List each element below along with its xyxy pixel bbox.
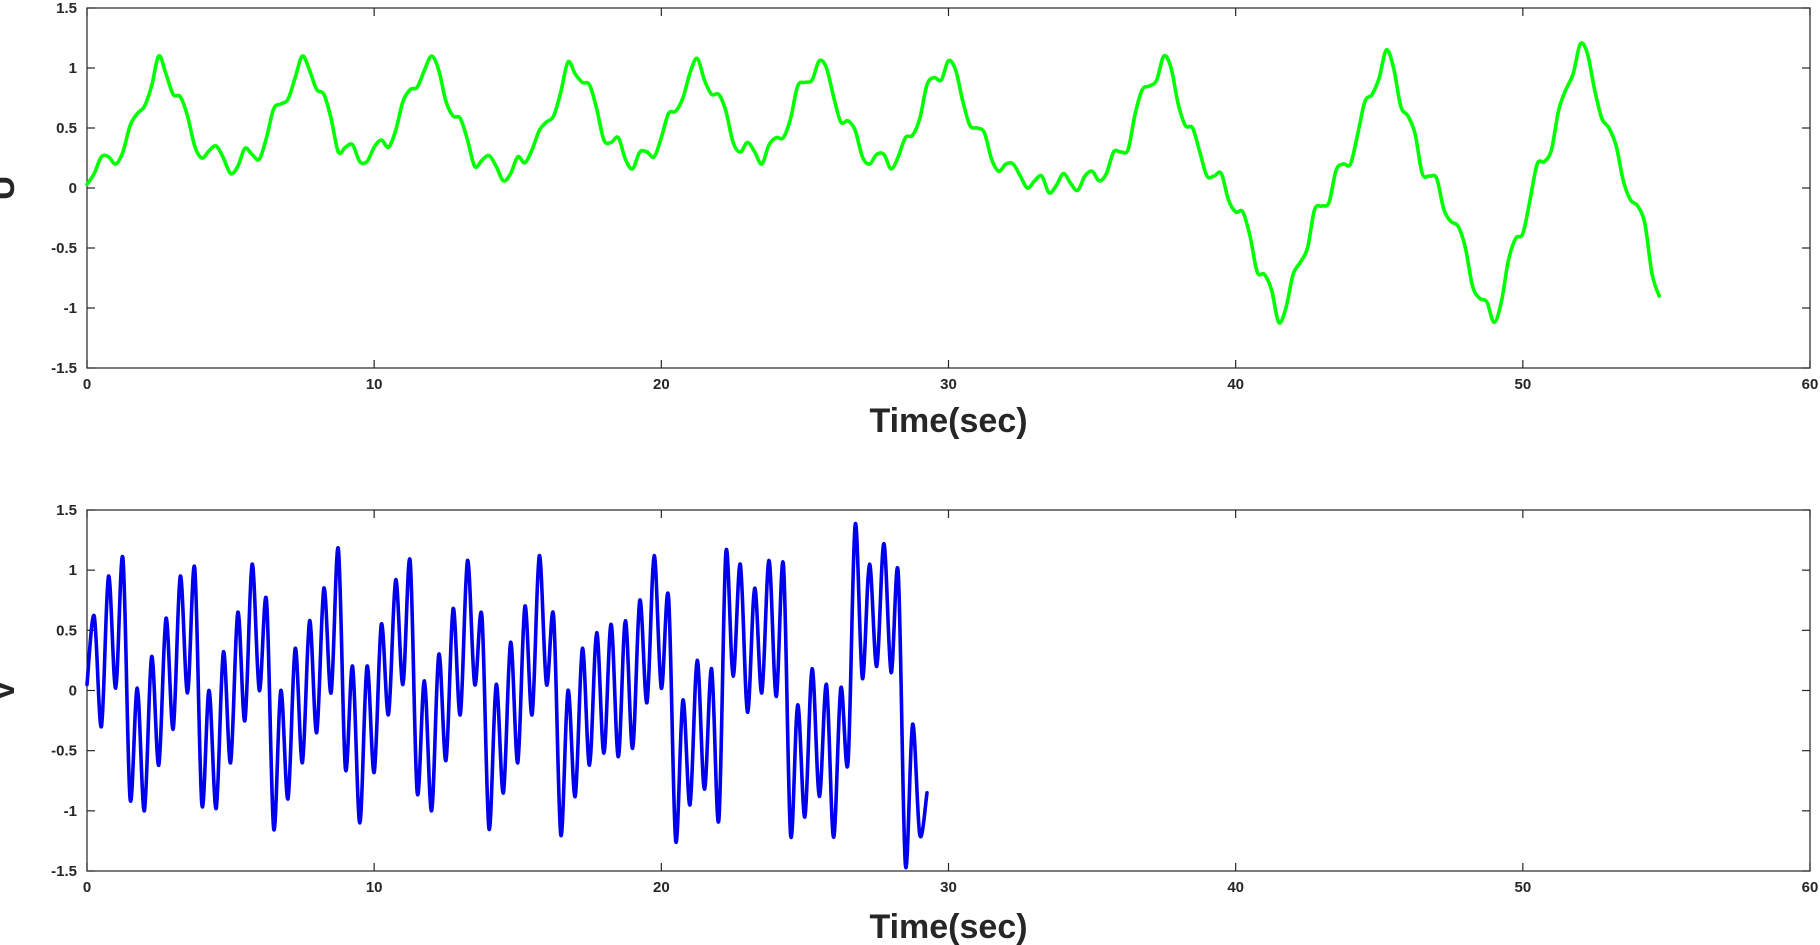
x-tick-label: 0	[83, 376, 91, 393]
y-tick-label: -0.5	[51, 743, 77, 760]
y-axis-title: U	[0, 176, 22, 201]
x-tick-label: 10	[366, 376, 383, 393]
y-tick-label: -1.5	[51, 360, 77, 377]
y-tick-label: -1.5	[51, 863, 77, 880]
x-axis-title: Time(sec)	[869, 402, 1027, 440]
x-tick-label: 60	[1802, 376, 1819, 393]
y-tick-label: 0.5	[56, 622, 77, 639]
x-tick-label: 30	[940, 879, 957, 896]
y-tick-label: 0	[69, 683, 77, 700]
y-axis-title: V	[0, 679, 22, 702]
x-tick-label: 50	[1514, 376, 1531, 393]
x-tick-label: 10	[366, 879, 383, 896]
x-axis-title: Time(sec)	[869, 908, 1027, 945]
y-tick-label: 1	[69, 60, 77, 77]
y-tick-label: 0.5	[56, 120, 77, 137]
chart-u: 0 10 20 30 40 50 60 -1.5 -1 -0.5 0 0.5 1 1.5 Time(sec)…	[0, 0, 1818, 440]
x-tick-label: 20	[653, 879, 670, 896]
x-tick-label: 50	[1514, 879, 1531, 896]
chart-v: 0 10 20 30 40 50 60 -1.5 -1 -0.5 0 0.5 1 1.5 Time(sec)…	[0, 502, 1818, 945]
x-tick-label: 60	[1802, 879, 1819, 896]
y-tick-label: 0	[69, 180, 77, 197]
plot-area	[86, 509, 1811, 872]
y-tick-label: -1	[64, 803, 77, 820]
series-line	[85, 41, 1661, 325]
y-tick-label: 1.5	[56, 502, 77, 519]
x-tick-label: 40	[1227, 879, 1244, 896]
y-tick-label: 1.5	[56, 0, 77, 17]
y-tick-label: -0.5	[51, 240, 77, 257]
y-tick-label: 1	[69, 562, 77, 579]
x-tick-label: 0	[83, 879, 91, 896]
series-line	[85, 522, 929, 870]
x-tick-label: 30	[940, 376, 957, 393]
x-tick-label: 40	[1227, 376, 1244, 393]
x-tick-label: 20	[653, 376, 670, 393]
y-tick-label: -1	[64, 300, 77, 317]
